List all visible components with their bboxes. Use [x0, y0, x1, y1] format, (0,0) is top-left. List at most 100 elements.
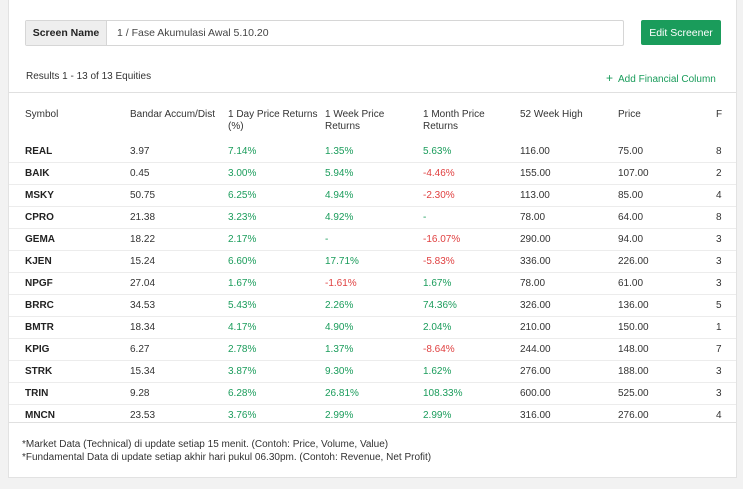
table-cell: 3.76% [228, 410, 257, 421]
table-row[interactable]: KJEN 15.24 6.60% 17.71% -5.83% 336.00 226.00 3 [9, 251, 736, 273]
screen-name-field[interactable]: Screen Name 1 / Fase Akumulasi Awal 5.10… [25, 20, 624, 46]
table-row[interactable]: CPRO 21.38 3.23% 4.92% - 78.00 64.00 8 [9, 207, 736, 229]
table-row[interactable]: BMTR 18.34 4.17% 4.90% 2.04% 210.00 150.00 1 [9, 317, 736, 339]
table-cell: 3 [716, 366, 722, 377]
table-cell: 18.22 [130, 234, 156, 245]
column-header[interactable]: 1 Day Price Returns (%) [228, 109, 318, 132]
table-row[interactable]: REAL 3.97 7.14% 1.35% 5.63% 116.00 75.00 8 [9, 141, 736, 163]
table-cell: 8 [716, 212, 722, 223]
table-row[interactable]: BRRC 34.53 5.43% 2.26% 74.36% 326.00 136.00 5 [9, 295, 736, 317]
table-cell: 4 [716, 190, 722, 201]
column-header[interactable]: Bandar Accum/Dist [130, 109, 216, 120]
table-cell: 3 [716, 256, 722, 267]
table-cell: 5.43% [228, 300, 257, 311]
footnote-fundamental-data: *Fundamental Data di update setiap akhir… [22, 452, 432, 463]
table-cell: 3.00% [228, 168, 257, 179]
table-cell: 9.28 [130, 388, 150, 399]
table-cell: 26.81% [325, 388, 359, 399]
table-cell: 148.00 [618, 344, 649, 355]
table-row[interactable]: MSKY 50.75 6.25% 4.94% -2.30% 113.00 85.00 4 [9, 185, 736, 207]
column-header[interactable]: F [716, 109, 723, 120]
table-cell: -2.30% [423, 190, 455, 201]
table-row[interactable]: TRIN 9.28 6.28% 26.81% 108.33% 600.00 525.00 3 [9, 383, 736, 405]
table-cell: 113.00 [520, 190, 550, 201]
table-row[interactable]: GEMA 18.22 2.17% - -16.07% 290.00 94.00 3 [9, 229, 736, 251]
table-body: REAL 3.97 7.14% 1.35% 5.63% 116.00 75.00 8 BAIK 0… [9, 141, 736, 421]
table-cell: 326.00 [520, 300, 551, 311]
table-cell: 188.00 [618, 366, 649, 377]
table-cell: 1.67% [423, 278, 452, 289]
table-row[interactable]: STRK 15.34 3.87% 9.30% 1.62% 276.00 188.00 3 [9, 361, 736, 383]
symbol-cell[interactable]: MNCN [25, 410, 55, 421]
table-cell: 4.90% [325, 322, 354, 333]
table-cell: 6.27 [130, 344, 150, 355]
column-header[interactable]: 1 Week Price Returns [325, 109, 385, 132]
table-cell: 3 [716, 388, 722, 399]
symbol-cell[interactable]: NPGF [25, 278, 53, 289]
table-cell: 21.38 [130, 212, 156, 223]
table-cell: 4.94% [325, 190, 354, 201]
table-cell: -8.64% [423, 344, 455, 355]
table-cell: 4.92% [325, 212, 354, 223]
table-cell: 94.00 [618, 234, 644, 245]
symbol-cell[interactable]: GEMA [25, 234, 55, 245]
screener-panel: Screen Name 1 / Fase Akumulasi Awal 5.10… [8, 0, 737, 478]
screen-name-value[interactable]: 1 / Fase Akumulasi Awal 5.10.20 [117, 27, 269, 39]
table-row[interactable]: KPIG 6.27 2.78% 1.37% -8.64% 244.00 148.00 7 [9, 339, 736, 361]
table-cell: 9.30% [325, 366, 354, 377]
table-cell: 6.28% [228, 388, 257, 399]
table-cell: 1.37% [325, 344, 354, 355]
symbol-cell[interactable]: REAL [25, 146, 53, 157]
table-cell: 2.17% [228, 234, 257, 245]
symbol-cell[interactable]: MSKY [25, 190, 54, 201]
symbol-cell[interactable]: CPRO [25, 212, 54, 223]
table-cell: 210.00 [520, 322, 551, 333]
table-cell: 525.00 [618, 388, 649, 399]
table-cell: 136.00 [618, 300, 649, 311]
symbol-cell[interactable]: KPIG [25, 344, 50, 355]
column-header[interactable]: 52 Week High [520, 109, 583, 120]
add-financial-column-button[interactable]: + Add Financial Column [606, 71, 716, 85]
table-cell: 2.78% [228, 344, 257, 355]
table-cell: 276.00 [520, 366, 551, 377]
table-cell: 316.00 [520, 410, 551, 421]
symbol-cell[interactable]: BAIK [25, 168, 50, 179]
column-header[interactable]: 1 Month Price Returns [423, 109, 485, 132]
table-cell: 2.99% [423, 410, 452, 421]
symbol-cell[interactable]: STRK [25, 366, 53, 377]
table-cell: 64.00 [618, 212, 644, 223]
table-cell: 2 [716, 168, 722, 179]
table-cell: 6.60% [228, 256, 257, 267]
symbol-cell[interactable]: BRRC [25, 300, 54, 311]
table-cell: 23.53 [130, 410, 156, 421]
table-cell: 78.00 [520, 212, 546, 223]
symbol-cell[interactable]: KJEN [25, 256, 52, 267]
results-count: Results 1 - 13 of 13 Equities [26, 71, 152, 82]
table-cell: 108.33% [423, 388, 463, 399]
table-cell: 18.34 [130, 322, 156, 333]
table-cell: 336.00 [520, 256, 551, 267]
divider [9, 422, 736, 423]
table-cell: 1.67% [228, 278, 257, 289]
column-header[interactable]: Price [618, 109, 641, 120]
table-row[interactable]: BAIK 0.45 3.00% 5.94% -4.46% 155.00 107.00 2 [9, 163, 736, 185]
table-row[interactable]: MNCN 23.53 3.76% 2.99% 2.99% 316.00 276.00 4 [9, 405, 736, 421]
results-table: Symbol Bandar Accum/Dist 1 Day Price Retur… [9, 104, 736, 421]
table-cell: 107.00 [618, 168, 649, 179]
table-cell: 2.99% [325, 410, 354, 421]
column-header[interactable]: Symbol [25, 109, 59, 120]
symbol-cell[interactable]: TRIN [25, 388, 49, 399]
symbol-cell[interactable]: BMTR [25, 322, 54, 333]
divider [9, 92, 736, 93]
table-cell: - [325, 234, 329, 245]
table-cell: -4.46% [423, 168, 455, 179]
table-cell: -16.07% [423, 234, 461, 245]
table-row[interactable]: NPGF 27.04 1.67% -1.61% 1.67% 78.00 61.00 3 [9, 273, 736, 295]
table-cell: 0.45 [130, 168, 150, 179]
table-cell: 4.17% [228, 322, 257, 333]
table-cell: 5.94% [325, 168, 354, 179]
table-cell: 8 [716, 146, 722, 157]
edit-screener-button[interactable]: Edit Screener [641, 20, 721, 45]
screen-name-label: Screen Name [26, 21, 107, 45]
table-cell: 17.71% [325, 256, 359, 267]
